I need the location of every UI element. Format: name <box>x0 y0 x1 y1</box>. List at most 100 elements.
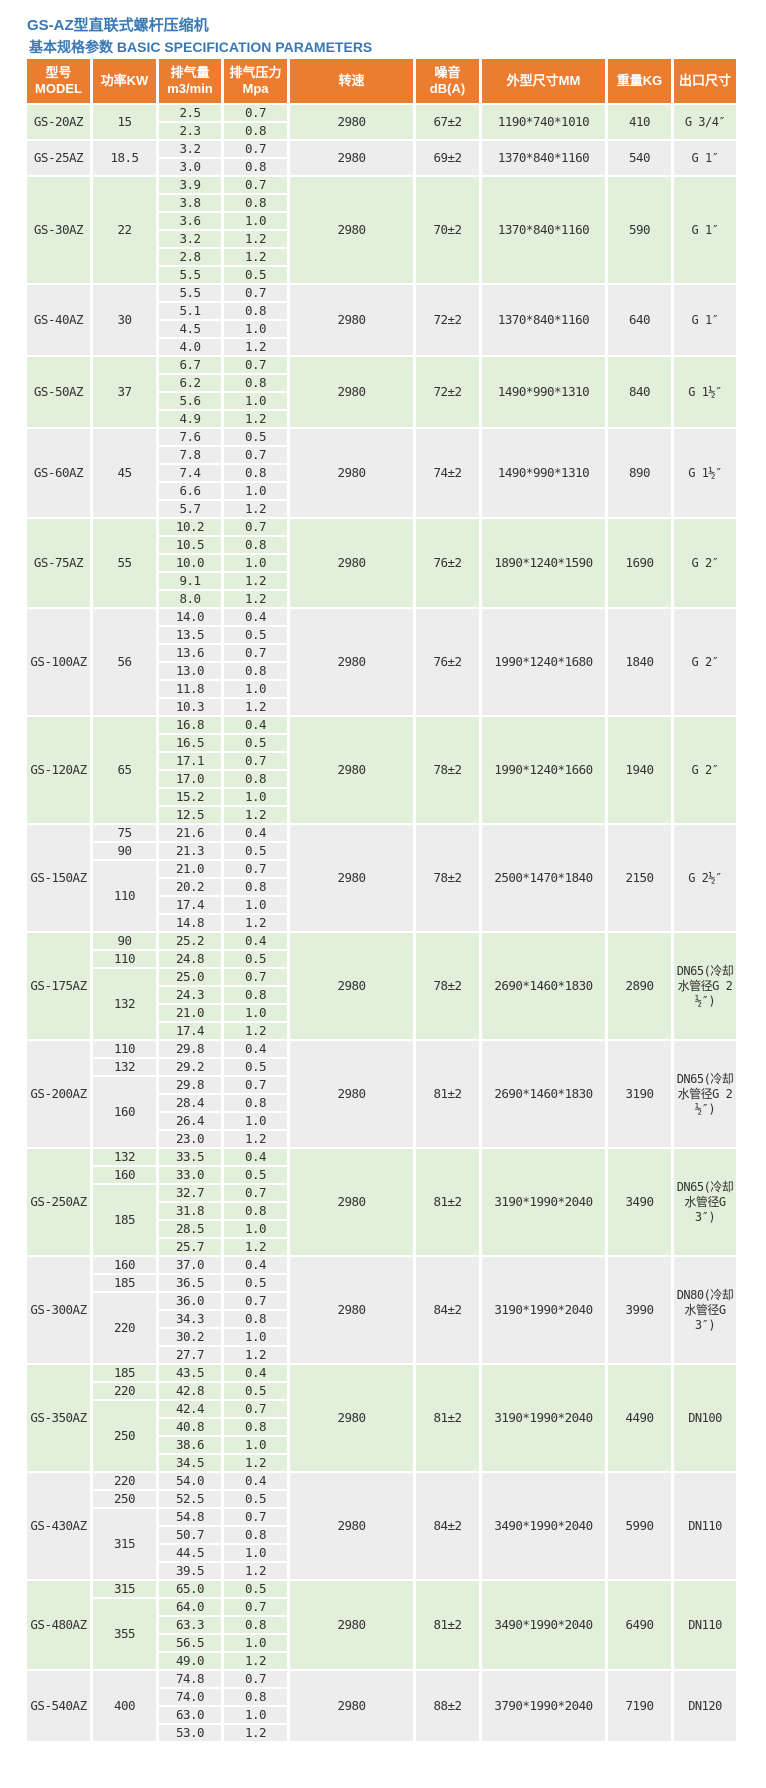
power-cell: 220 <box>93 1293 156 1363</box>
weight-cell: 840 <box>608 357 671 427</box>
table-row: 7.8 0.7 <box>27 447 736 463</box>
table-row: 3.6 1.0 <box>27 213 736 229</box>
weight-cell: 3490 <box>608 1149 671 1255</box>
pressure-cell: 1.0 <box>224 681 287 697</box>
noise-cell: 74±2 <box>416 429 479 517</box>
pressure-cell: 0.7 <box>224 1509 287 1525</box>
flow-cell: 27.7 <box>159 1347 221 1363</box>
flow-cell: 10.2 <box>159 519 221 535</box>
flow-cell: 6.2 <box>159 375 221 391</box>
table-row: 31.8 0.8 <box>27 1203 736 1219</box>
outlet-cell: DN120 <box>674 1671 736 1741</box>
table-row: 15.2 1.0 <box>27 789 736 805</box>
pressure-cell: 0.5 <box>224 735 287 751</box>
header-pressure: 排气压力Mpa <box>224 59 287 103</box>
pressure-cell: 1.2 <box>224 1347 287 1363</box>
power-cell: 55 <box>93 519 156 607</box>
power-cell: 90 <box>93 843 156 859</box>
pressure-cell: 1.0 <box>224 1113 287 1129</box>
pressure-cell: 1.0 <box>224 1437 287 1453</box>
flow-cell: 16.8 <box>159 717 221 733</box>
pressure-cell: 0.4 <box>224 1041 287 1057</box>
pressure-cell: 1.0 <box>224 789 287 805</box>
flow-cell: 42.8 <box>159 1383 221 1399</box>
model-cell: GS-50AZ <box>27 357 90 427</box>
weight-cell: 4490 <box>608 1365 671 1471</box>
pressure-cell: 0.8 <box>224 1527 287 1543</box>
pressure-cell: 0.4 <box>224 1149 287 1165</box>
outlet-cell: G 1″ <box>674 141 736 175</box>
flow-cell: 49.0 <box>159 1653 221 1669</box>
pressure-cell: 1.2 <box>224 915 287 931</box>
table-row: 250 52.5 0.5 <box>27 1491 736 1507</box>
pressure-cell: 0.5 <box>224 1383 287 1399</box>
speed-cell: 2980 <box>290 1257 413 1363</box>
table-row: 14.8 1.2 <box>27 915 736 931</box>
outlet-cell: DN110 <box>674 1581 736 1669</box>
model-cell: GS-430AZ <box>27 1473 90 1579</box>
table-row: 11.8 1.0 <box>27 681 736 697</box>
outlet-cell: G 1″ <box>674 177 736 283</box>
flow-cell: 36.0 <box>159 1293 221 1309</box>
pressure-cell: 1.2 <box>224 1239 287 1255</box>
pressure-cell: 1.2 <box>224 231 287 247</box>
speed-cell: 2980 <box>290 1365 413 1471</box>
speed-cell: 2980 <box>290 519 413 607</box>
table-row: 355 64.0 0.7 <box>27 1599 736 1669</box>
flow-cell: 26.4 <box>159 1113 221 1129</box>
weight-cell: 2150 <box>608 825 671 931</box>
pressure-cell: 0.8 <box>224 1095 287 1111</box>
table-row: 110 21.0 0.7 <box>27 861 736 931</box>
speed-cell: 2980 <box>290 1581 413 1669</box>
pressure-cell: 0.7 <box>224 969 287 985</box>
model-cell: GS-175AZ <box>27 933 90 1039</box>
flow-cell: 24.8 <box>159 951 221 967</box>
flow-cell: 54.0 <box>159 1473 221 1489</box>
pressure-cell: 0.5 <box>224 1167 287 1183</box>
model-cell: GS-540AZ <box>27 1671 90 1741</box>
flow-cell: 21.6 <box>159 825 221 841</box>
power-cell: 160 <box>93 1167 156 1183</box>
noise-cell: 69±2 <box>416 141 479 175</box>
pressure-cell: 1.2 <box>224 699 287 715</box>
table-row: GS-200AZ 110 29.8 0.4 2980 81±2 2690*1460*1830… <box>27 1041 736 1147</box>
noise-cell: 81±2 <box>416 1365 479 1471</box>
noise-cell: 72±2 <box>416 357 479 427</box>
table-row: 5.1 0.8 <box>27 303 736 319</box>
pressure-cell: 0.8 <box>224 123 287 139</box>
header-outlet: 出口尺寸 <box>674 59 736 103</box>
pressure-cell: 0.5 <box>224 429 287 445</box>
pressure-cell: 0.8 <box>224 771 287 787</box>
pressure-cell: 0.7 <box>224 177 287 193</box>
pressure-cell: 1.0 <box>224 897 287 913</box>
flow-cell: 5.1 <box>159 303 221 319</box>
flow-cell: 74.8 <box>159 1671 221 1687</box>
flow-cell: 24.3 <box>159 987 221 1003</box>
table-row: 20.2 0.8 <box>27 879 736 895</box>
table-row: 132 25.0 0.7 <box>27 969 736 1039</box>
header-dimensions: 外型尺寸MM <box>482 59 605 103</box>
power-cell: 110 <box>93 951 156 967</box>
pressure-cell: 0.7 <box>224 1293 287 1309</box>
table-row: 7.4 0.8 <box>27 465 736 481</box>
weight-cell: 1940 <box>608 717 671 823</box>
model-cell: GS-40AZ <box>27 285 90 355</box>
pressure-cell: 1.2 <box>224 807 287 823</box>
table-row: 17.0 0.8 <box>27 771 736 787</box>
pressure-cell: 0.8 <box>224 1419 287 1435</box>
table-row: 2.3 0.8 <box>27 123 736 139</box>
power-cell: 315 <box>93 1581 156 1597</box>
pressure-cell: 1.0 <box>224 1545 287 1561</box>
table-row: 6.2 0.8 <box>27 375 736 391</box>
speed-cell: 2980 <box>290 825 413 931</box>
pressure-cell: 0.7 <box>224 447 287 463</box>
power-cell: 250 <box>93 1491 156 1507</box>
header-speed: 转速 <box>290 59 413 103</box>
pressure-cell: 1.0 <box>224 1635 287 1651</box>
flow-cell: 8.0 <box>159 591 221 607</box>
pressure-cell: 0.5 <box>224 951 287 967</box>
pressure-cell: 1.2 <box>224 339 287 355</box>
model-cell: GS-120AZ <box>27 717 90 823</box>
flow-cell: 4.9 <box>159 411 221 427</box>
pressure-cell: 0.4 <box>224 1473 287 1489</box>
